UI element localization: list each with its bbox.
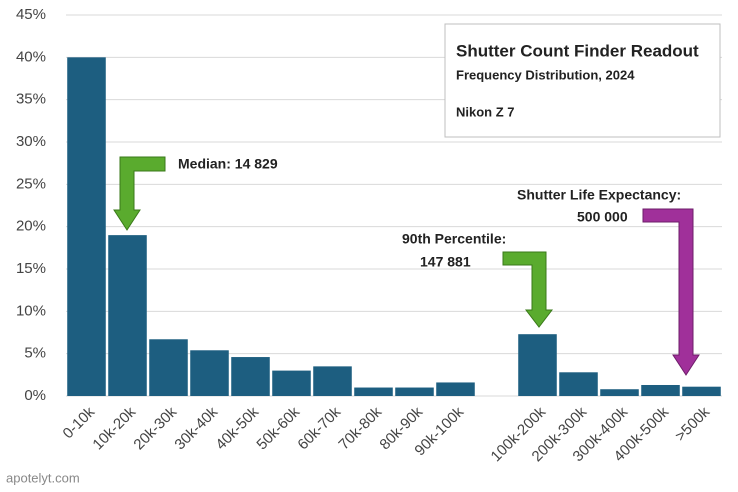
bar bbox=[518, 334, 557, 396]
bar bbox=[641, 384, 680, 396]
x-tick-label: 50k-60k bbox=[253, 403, 303, 453]
x-tick-label: 60k-70k bbox=[294, 403, 344, 453]
x-tick-label: 20k-30k bbox=[130, 403, 180, 453]
percentile-arrow bbox=[502, 251, 554, 328]
median-arrow bbox=[113, 156, 166, 231]
y-tick-label: 45% bbox=[16, 6, 46, 23]
bar bbox=[313, 366, 352, 396]
bar bbox=[108, 235, 147, 396]
percentile-label: 90th Percentile: bbox=[402, 231, 506, 247]
bar bbox=[231, 357, 270, 396]
x-tick-label: 0-10k bbox=[60, 403, 99, 442]
y-tick-label: 30% bbox=[16, 133, 46, 150]
bar bbox=[190, 350, 229, 396]
y-tick-label: 10% bbox=[16, 302, 46, 319]
bar bbox=[272, 370, 311, 396]
bar bbox=[395, 387, 434, 396]
y-tick-label: 20% bbox=[16, 218, 46, 235]
bar bbox=[67, 57, 106, 396]
chart-title: Shutter Count Finder Readout bbox=[456, 41, 699, 60]
median-label: Median: 14 829 bbox=[178, 156, 278, 172]
bar bbox=[682, 386, 721, 396]
chart-subtitle: Frequency Distribution, 2024 bbox=[456, 67, 635, 82]
camera-name: Nikon Z 7 bbox=[456, 104, 515, 119]
bar bbox=[436, 382, 475, 396]
percentile-value: 147 881 bbox=[420, 254, 471, 270]
life-value: 500 000 bbox=[577, 209, 628, 225]
x-tick-label: 70k-80k bbox=[335, 403, 385, 453]
life-arrow bbox=[642, 208, 700, 376]
y-tick-label: 40% bbox=[16, 48, 46, 65]
y-tick-label: 0% bbox=[24, 387, 46, 404]
bar bbox=[354, 387, 393, 396]
bar bbox=[559, 372, 598, 396]
life-label: Shutter Life Expectancy: bbox=[517, 187, 681, 203]
bars bbox=[67, 57, 721, 396]
x-tick-label: 10k-20k bbox=[89, 403, 139, 453]
title-box bbox=[444, 23, 721, 138]
bar bbox=[149, 339, 188, 396]
x-tick-label: 30k-40k bbox=[171, 403, 221, 453]
watermark: apotelyt.com bbox=[6, 470, 80, 485]
y-tick-label: 15% bbox=[16, 260, 46, 277]
y-tick-label: 5% bbox=[24, 345, 46, 362]
bar bbox=[600, 389, 639, 396]
x-tick-label: >500k bbox=[672, 403, 714, 445]
x-tick-label: 40k-50k bbox=[212, 403, 262, 453]
y-tick-label: 25% bbox=[16, 175, 46, 192]
y-tick-label: 35% bbox=[16, 91, 46, 108]
